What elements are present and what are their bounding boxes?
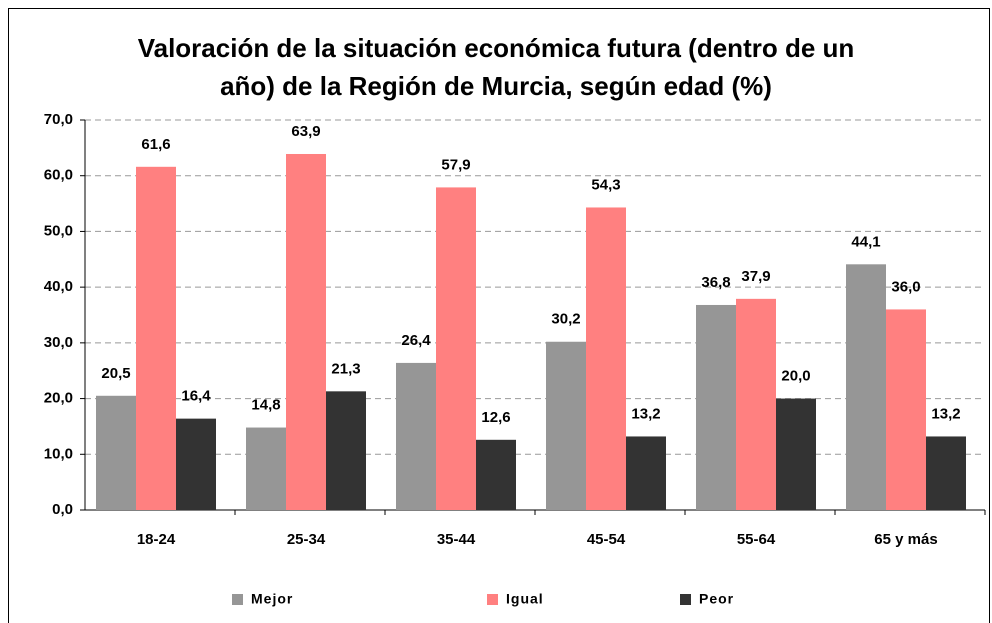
value-label: 20,5 bbox=[101, 365, 130, 382]
legend-swatch bbox=[680, 594, 691, 605]
y-tick-label: 40,0 bbox=[44, 278, 73, 295]
legend-swatch bbox=[232, 594, 243, 605]
value-label: 61,6 bbox=[141, 136, 170, 153]
legend-label: Igual bbox=[506, 591, 544, 607]
value-label: 26,4 bbox=[401, 332, 431, 349]
bar bbox=[546, 341, 586, 510]
value-label: 36,0 bbox=[891, 278, 920, 295]
bar bbox=[846, 264, 886, 510]
legend-label: Mejor bbox=[251, 591, 293, 607]
bar bbox=[736, 298, 776, 510]
x-tick-label: 35-44 bbox=[437, 531, 476, 548]
bar bbox=[886, 309, 926, 510]
value-label: 13,2 bbox=[931, 405, 960, 422]
bar bbox=[586, 207, 626, 510]
bar bbox=[436, 187, 476, 510]
y-tick-label: 30,0 bbox=[44, 334, 73, 351]
value-label: 14,8 bbox=[251, 397, 280, 414]
value-label: 20,0 bbox=[781, 368, 810, 385]
bar bbox=[926, 436, 966, 510]
x-tick-label: 25-34 bbox=[287, 531, 326, 548]
chart-title: año) de la Región de Murcia, según edad … bbox=[220, 71, 772, 101]
x-tick-label: 65 y más bbox=[874, 531, 937, 548]
chart-title: Valoración de la situación económica fut… bbox=[138, 33, 855, 63]
x-tick-label: 45-54 bbox=[587, 531, 626, 548]
bar bbox=[696, 304, 736, 510]
y-tick-label: 50,0 bbox=[44, 222, 73, 239]
value-label: 44,1 bbox=[851, 233, 880, 250]
value-label: 63,9 bbox=[291, 123, 320, 140]
y-tick-label: 0,0 bbox=[52, 501, 73, 518]
value-label: 12,6 bbox=[481, 409, 510, 426]
bar bbox=[246, 427, 286, 510]
value-label: 13,2 bbox=[631, 405, 660, 422]
bar bbox=[136, 166, 176, 511]
y-tick-label: 10,0 bbox=[44, 445, 73, 462]
value-label: 36,8 bbox=[701, 274, 730, 291]
bar bbox=[326, 391, 366, 510]
y-tick-label: 20,0 bbox=[44, 390, 73, 407]
bar bbox=[776, 398, 816, 510]
value-label: 30,2 bbox=[551, 311, 580, 328]
value-label: 21,3 bbox=[331, 360, 360, 377]
bar bbox=[176, 418, 216, 510]
legend-swatch bbox=[487, 594, 498, 605]
bar bbox=[96, 395, 136, 510]
x-tick-label: 55-64 bbox=[737, 531, 776, 548]
value-label: 16,4 bbox=[181, 388, 211, 405]
y-tick-label: 70,0 bbox=[44, 111, 73, 128]
x-tick-label: 18-24 bbox=[137, 531, 176, 548]
y-tick-label: 60,0 bbox=[44, 167, 73, 184]
bar bbox=[476, 439, 516, 510]
bar bbox=[626, 436, 666, 510]
value-label: 37,9 bbox=[741, 268, 770, 285]
legend-label: Peor bbox=[699, 591, 734, 607]
bar bbox=[396, 362, 436, 510]
value-label: 57,9 bbox=[441, 156, 470, 173]
bar bbox=[286, 153, 326, 510]
value-label: 54,3 bbox=[591, 176, 620, 193]
